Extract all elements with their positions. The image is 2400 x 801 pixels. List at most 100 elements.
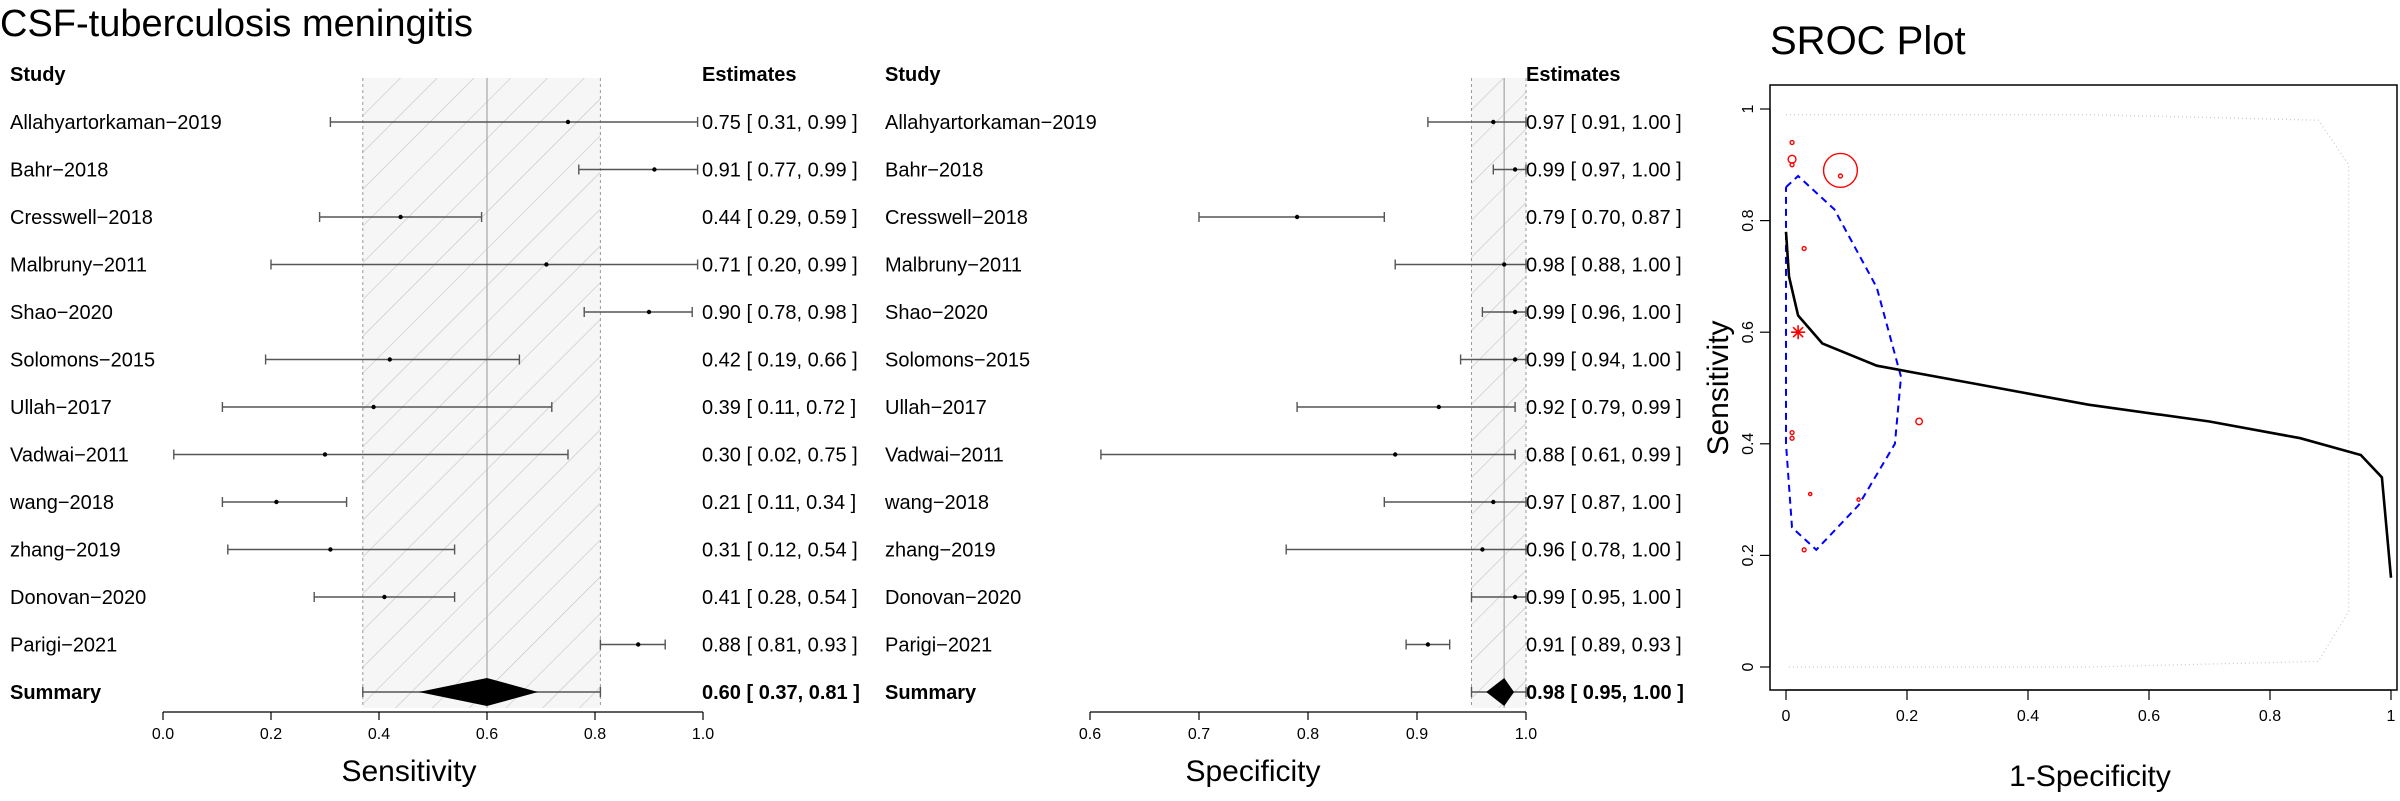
- sens-study-name: Donovan−2020: [10, 587, 146, 609]
- sensitivity-study-header: Study: [10, 64, 66, 86]
- spec-study-name: zhang−2019: [885, 540, 996, 562]
- sroc-study-point: [1789, 435, 1795, 441]
- sroc-study-point: [1856, 497, 1861, 502]
- specificity-x-axis: 0.6 0.7 0.8 0.9 1.0: [1079, 711, 1537, 743]
- sens-axis-tick-label: 0.2: [260, 726, 282, 743]
- specificity-study-header: Study: [885, 64, 941, 86]
- spec-estimate-text: 0.88 [ 0.61, 0.99 ]: [1526, 445, 1682, 467]
- spec-axis-tick-label: 0.7: [1188, 726, 1210, 743]
- spec-study-name: Shao−2020: [885, 302, 988, 324]
- sroc-study-point: [1789, 139, 1795, 146]
- spec-study-name: Ullah−2017: [885, 397, 987, 419]
- sens-point-estimate: [371, 404, 376, 410]
- sens-point-estimate: [636, 642, 641, 647]
- spec-study-name: Cresswell−2018: [885, 207, 1028, 229]
- sensitivity-x-axis: 0.0 0.2 0.4 0.6 0.8 1.0: [152, 711, 714, 743]
- sens-point-estimate: [565, 119, 571, 125]
- sens-study-name: wang−2018: [9, 492, 114, 514]
- sens-point-estimate: [544, 262, 549, 267]
- sens-study-name: zhang−2019: [10, 540, 121, 562]
- spec-study-name: Malbruny−2011: [885, 255, 1022, 277]
- sens-study-name: Allahyartorkaman−2019: [10, 112, 222, 134]
- sens-axis-tick-label: 0.6: [476, 726, 498, 743]
- spec-point-estimate: [1502, 262, 1507, 267]
- specificity-forest-panel: Study Estimates Allahyartorkaman−2019 0.9…: [884, 64, 1684, 788]
- sens-estimate-text: 0.88 [ 0.81, 0.93 ]: [702, 635, 858, 657]
- sroc-curve-line: [1784, 231, 2393, 578]
- sens-axis-tick-label: 0.8: [584, 726, 606, 743]
- sroc-y-tick-label: 1: [1740, 104, 1757, 113]
- sroc-x-tick-label: 0.6: [2138, 708, 2160, 725]
- spec-study-name: Allahyartorkaman−2019: [885, 112, 1097, 134]
- sens-estimate-text: 0.90 [ 0.78, 0.98 ]: [702, 302, 858, 324]
- sens-study-name: Solomons−2015: [10, 350, 155, 372]
- sens-study-name: Parigi−2021: [10, 635, 117, 657]
- spec-axis-tick-label: 0.9: [1406, 726, 1428, 743]
- sens-estimate-text: 0.71 [ 0.20, 0.99 ]: [702, 255, 858, 277]
- sroc-summary-point: [1791, 325, 1806, 340]
- sens-estimate-text: 0.42 [ 0.19, 0.66 ]: [702, 350, 858, 372]
- spec-point-estimate: [1491, 119, 1496, 125]
- spec-estimate-text: 0.99 [ 0.95, 1.00 ]: [1526, 587, 1682, 609]
- sroc-y-tick-label: 0.4: [1740, 433, 1757, 455]
- spec-estimate-text: 0.99 [ 0.96, 1.00 ]: [1526, 302, 1682, 324]
- spec-study-name: Donovan−2020: [885, 587, 1021, 609]
- main-title: CSF-tuberculosis meningitis: [0, 3, 473, 45]
- spec-estimate-text: 0.99 [ 0.94, 1.00 ]: [1526, 350, 1682, 372]
- sensitivity-axis-title: Sensitivity: [341, 755, 476, 788]
- sensitivity-plot-area: [362, 78, 601, 708]
- spec-point-estimate: [1436, 404, 1442, 410]
- sens-estimate-text: 0.44 [ 0.29, 0.59 ]: [702, 207, 858, 229]
- spec-study-name: wang−2018: [884, 492, 989, 514]
- spec-study-name: Bahr−2018: [885, 160, 983, 182]
- spec-point-estimate: [1491, 499, 1496, 505]
- sens-axis-tick-label: 0.4: [368, 726, 390, 743]
- spec-point-estimate: [1393, 452, 1398, 457]
- sens-point-estimate: [646, 309, 652, 315]
- spec-point-estimate: [1512, 594, 1518, 600]
- sens-estimate-text: 0.39 [ 0.11, 0.72 ]: [702, 397, 856, 419]
- sens-study-name: Ullah−2017: [10, 397, 112, 419]
- sens-summary-ci-band: [362, 78, 601, 708]
- sens-point-estimate: [652, 167, 657, 172]
- spec-study-name: Vadwai−2011: [885, 445, 1004, 467]
- spec-axis-tick-label: 1.0: [1515, 726, 1537, 743]
- sens-summary-label: Summary: [10, 682, 102, 704]
- sroc-plot-box: [1769, 84, 2398, 691]
- sens-point-estimate: [382, 594, 387, 600]
- sens-study-name: Shao−2020: [10, 302, 113, 324]
- sroc-study-point: [1787, 154, 1797, 164]
- spec-study-name: Solomons−2015: [885, 350, 1030, 372]
- sensitivity-rows: Allahyartorkaman−2019 0.75 [ 0.31, 0.99 ]…: [9, 112, 860, 706]
- spec-summary-estimate-text: 0.98 [ 0.95, 1.00 ]: [1526, 682, 1684, 704]
- spec-point-estimate: [1512, 357, 1518, 362]
- sens-axis-tick-label: 1.0: [692, 726, 714, 743]
- sroc-x-tick-label: 1: [2387, 708, 2396, 725]
- sroc-title: SROC Plot: [1770, 19, 1966, 63]
- sroc-y-axis-title: Sensitivity: [1702, 320, 1735, 455]
- spec-point-estimate: [1425, 642, 1431, 647]
- sroc-x-tick-label: 0.4: [2017, 708, 2039, 725]
- spec-estimate-text: 0.97 [ 0.91, 1.00 ]: [1526, 112, 1682, 134]
- sens-estimate-text: 0.30 [ 0.02, 0.75 ]: [702, 445, 858, 467]
- sroc-study-point: [1801, 547, 1807, 553]
- sens-estimate-text: 0.41 [ 0.28, 0.54 ]: [702, 587, 858, 609]
- spec-estimate-text: 0.79 [ 0.70, 0.87 ]: [1526, 207, 1682, 229]
- specificity-axis-title: Specificity: [1185, 755, 1320, 788]
- spec-study-name: Parigi−2021: [885, 635, 992, 657]
- sens-estimate-text: 0.91 [ 0.77, 0.99 ]: [702, 160, 858, 182]
- sens-estimate-text: 0.75 [ 0.31, 0.99 ]: [702, 112, 858, 134]
- sroc-study-point: [1789, 162, 1795, 168]
- spec-estimate-text: 0.97 [ 0.87, 1.00 ]: [1526, 492, 1682, 514]
- sens-point-estimate: [322, 452, 328, 457]
- sens-summary-estimate-text: 0.60 [ 0.37, 0.81 ]: [702, 682, 860, 704]
- spec-point-estimate: [1512, 309, 1518, 315]
- sroc-confidence-region: [1785, 174, 1903, 552]
- sensitivity-estimates-header: Estimates: [702, 64, 797, 86]
- sens-study-name: Malbruny−2011: [10, 255, 147, 277]
- sens-study-name: Cresswell−2018: [10, 207, 153, 229]
- sroc-confidence-region-group: [1785, 174, 1903, 552]
- sens-estimate-text: 0.21 [ 0.11, 0.34 ]: [702, 492, 856, 514]
- sens-study-name: Bahr−2018: [10, 160, 108, 182]
